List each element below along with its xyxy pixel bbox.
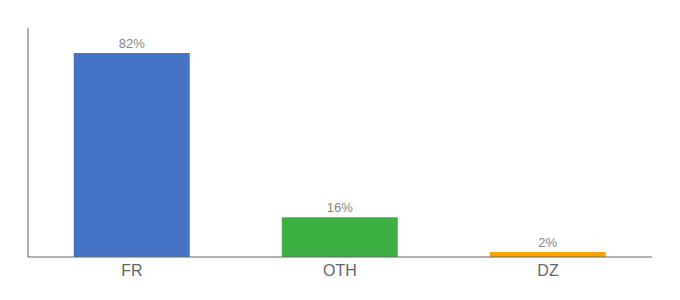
svg-text:OTH: OTH	[323, 262, 357, 279]
svg-text:FR: FR	[121, 262, 142, 279]
svg-text:DZ: DZ	[537, 262, 559, 279]
svg-text:2%: 2%	[538, 235, 557, 250]
svg-text:16%: 16%	[327, 200, 353, 215]
svg-text:82%: 82%	[119, 36, 145, 51]
